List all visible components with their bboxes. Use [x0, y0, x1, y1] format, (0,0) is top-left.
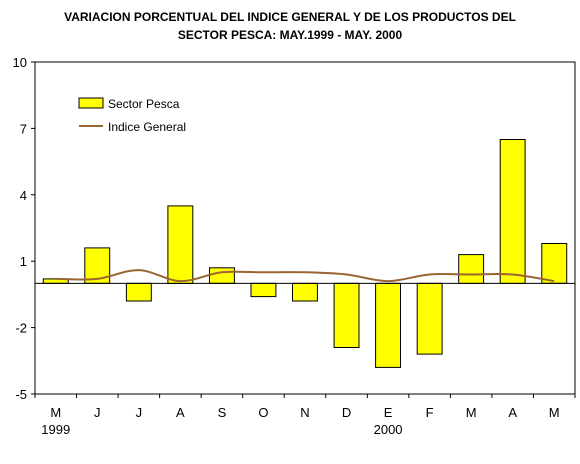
legend-swatch-sector-pesca	[78, 97, 104, 109]
x-tick-label: O	[258, 405, 268, 420]
bar-sector-pesca	[541, 243, 568, 284]
bar-sector-pesca	[167, 205, 194, 284]
x-tick-label: A	[176, 405, 185, 420]
bar-sector-pesca	[333, 282, 360, 348]
bar-sector-pesca	[458, 254, 485, 284]
x-tick-label: A	[508, 405, 517, 420]
x-tick-label: E	[384, 405, 393, 420]
y-tick-label: -2	[15, 321, 27, 336]
legend: Sector Pesca Indice General	[78, 97, 186, 134]
x-tick-label: M	[50, 405, 61, 420]
bar-sector-pesca	[375, 282, 402, 368]
y-tick-label: 7	[20, 121, 27, 136]
legend-label-indice-general: Indice General	[108, 120, 186, 134]
bar-sector-pesca	[499, 139, 526, 284]
bar-sector-pesca	[292, 282, 318, 302]
x-tick-label: M	[466, 405, 477, 420]
bar-sector-pesca	[250, 282, 277, 298]
y-tick-label: 1	[20, 254, 27, 269]
x-tick-label: M	[549, 405, 560, 420]
chart-title-line-2: SECTOR PESCA: MAY.1999 - MAY. 2000	[177, 28, 403, 42]
x-tick-label: J	[136, 405, 143, 420]
x-year-label: 1999	[41, 422, 70, 437]
y-tick-label: -5	[15, 387, 27, 402]
y-tick-label: 10	[13, 55, 27, 70]
plot-area	[34, 61, 576, 395]
x-year-label: 2000	[374, 422, 403, 437]
y-tick-label: 4	[20, 188, 27, 203]
bar-sector-pesca	[125, 282, 152, 302]
x-tick-label: D	[342, 405, 351, 420]
bar-sector-pesca	[209, 267, 235, 284]
x-tick-label: F	[426, 405, 434, 420]
line-indice-general	[55, 269, 555, 283]
chart-title: VARIACION PORCENTUAL DEL INDICE GENERAL …	[0, 8, 580, 44]
chart-title-line-1: VARIACION PORCENTUAL DEL INDICE GENERAL …	[64, 10, 516, 24]
legend-label-sector-pesca: Sector Pesca	[108, 97, 180, 111]
x-tick-label: J	[94, 405, 101, 420]
bar-sector-pesca	[416, 282, 443, 355]
x-tick-label: N	[300, 405, 309, 420]
x-tick-label: S	[218, 405, 227, 420]
